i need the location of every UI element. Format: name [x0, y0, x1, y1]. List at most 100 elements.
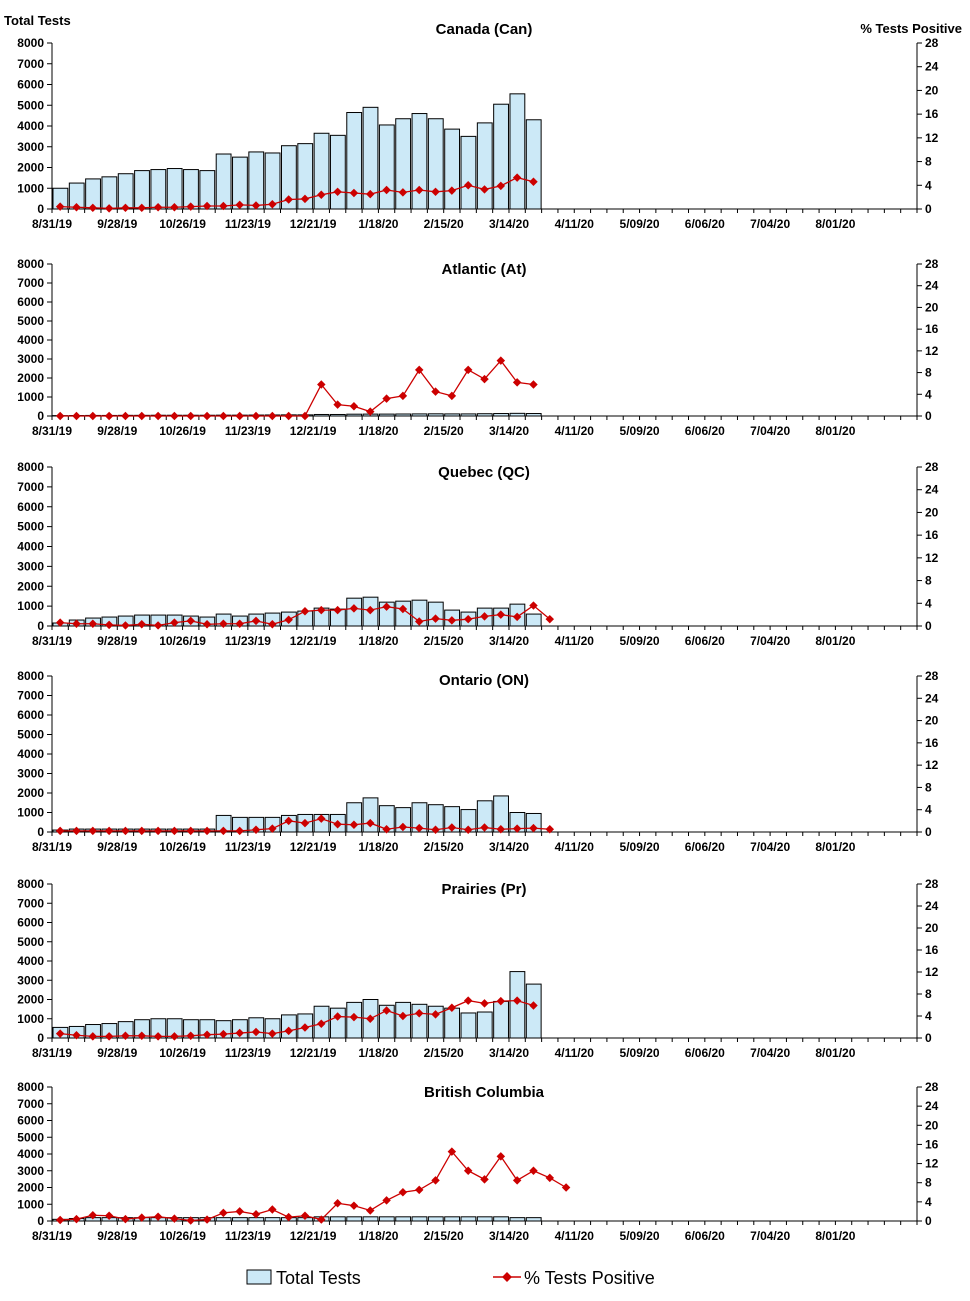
left-tick-label: 0 — [37, 202, 44, 216]
line-pct-positive — [60, 359, 534, 417]
point-pct-positive — [512, 996, 522, 1005]
point-pct-positive — [300, 411, 310, 421]
point-pct-positive — [104, 826, 114, 836]
bar-total-tests — [525, 613, 542, 627]
bar-total-tests — [346, 413, 363, 417]
left-tick-label: 1000 — [17, 181, 44, 195]
bar-total-tests — [444, 413, 461, 417]
point-pct-positive — [317, 380, 326, 389]
x-tick-label: 6/06/20 — [685, 634, 725, 648]
panel-5: Prairies (Pr) 0 1000 2000 3000 4000 5000 6000 70… — [17, 877, 938, 1060]
x-tick-label: 8/01/20 — [815, 1046, 855, 1060]
left-tick-label: 4000 — [17, 1147, 44, 1161]
right-tick-label: 8 — [925, 987, 932, 1001]
point-pct-positive — [414, 617, 424, 626]
point-pct-positive — [268, 1205, 277, 1214]
x-tick-label: 8/01/20 — [815, 1229, 855, 1243]
x-tick-label: 8/31/19 — [32, 840, 72, 854]
x-tick-label: 6/06/20 — [685, 217, 725, 231]
x-tick-label: 4/11/20 — [555, 840, 595, 854]
point-pct-positive — [382, 394, 391, 403]
point-pct-positive — [88, 411, 98, 421]
left-tick-label: 1000 — [17, 1197, 44, 1211]
bar-total-tests — [411, 1216, 428, 1222]
bar-total-tests — [117, 173, 134, 210]
x-tick-label: 2/15/20 — [424, 840, 464, 854]
legend-line-label: % Tests Positive — [524, 1268, 655, 1288]
point-pct-positive — [366, 189, 375, 199]
point-pct-positive — [447, 616, 457, 625]
x-tick-label: 9/28/19 — [97, 217, 137, 231]
right-tick-label: 12 — [925, 131, 939, 145]
point-pct-positive — [480, 374, 489, 384]
point-pct-positive — [349, 401, 359, 411]
bar-total-tests — [493, 413, 509, 417]
point-pct-positive — [317, 1215, 326, 1224]
right-tick-label: 4 — [925, 1195, 932, 1209]
point-pct-positive — [529, 1166, 538, 1175]
point-pct-positive — [268, 620, 277, 629]
left-tick-label: 8000 — [17, 669, 44, 683]
right-tick-label: 8 — [925, 155, 932, 169]
right-tick-label: 20 — [925, 83, 939, 97]
bar-total-tests — [444, 1216, 461, 1222]
x-tick-label: 7/04/20 — [750, 1229, 790, 1243]
x-tick-label: 12/21/19 — [290, 1229, 337, 1243]
x-tick-label: 7/04/20 — [750, 217, 790, 231]
x-tick-label: 9/28/19 — [97, 634, 137, 648]
point-pct-positive — [55, 411, 65, 421]
x-tick-label: 10/26/19 — [159, 840, 206, 854]
left-tick-label: 6000 — [17, 500, 44, 514]
point-pct-positive — [480, 185, 489, 194]
bar-total-tests — [493, 1000, 509, 1039]
x-tick-label: 10/26/19 — [159, 424, 206, 438]
point-pct-positive — [300, 194, 310, 204]
bar-total-tests — [329, 134, 346, 210]
right-tick-label: 12 — [925, 1157, 939, 1171]
bar-total-tests — [215, 153, 232, 210]
left-tick-label: 4000 — [17, 747, 44, 761]
point-pct-positive — [137, 411, 147, 421]
point-pct-positive — [251, 201, 261, 210]
point-pct-positive — [202, 201, 212, 211]
x-tick-label: 2/15/20 — [424, 424, 464, 438]
right-tick-label: 0 — [925, 825, 932, 839]
point-pct-positive — [300, 606, 310, 616]
point-pct-positive — [202, 826, 212, 836]
x-tick-label: 12/21/19 — [290, 634, 337, 648]
right-tick-label: 12 — [925, 344, 939, 358]
point-pct-positive — [463, 181, 473, 190]
left-tick-label: 0 — [37, 1214, 44, 1228]
x-tick-label: 8/01/20 — [815, 217, 855, 231]
bar-total-tests — [232, 156, 248, 210]
point-pct-positive — [104, 411, 114, 421]
left-tick-label: 8000 — [17, 36, 44, 50]
right-tick-label: 24 — [925, 60, 939, 74]
bar-total-tests — [444, 806, 461, 833]
left-tick-label: 7000 — [17, 896, 44, 910]
x-tick-label: 4/11/20 — [555, 217, 595, 231]
bar-total-tests — [460, 413, 477, 417]
x-tick-label: 1/18/20 — [358, 424, 398, 438]
bar-total-tests — [264, 1217, 281, 1222]
point-pct-positive — [545, 824, 555, 834]
point-pct-positive — [463, 365, 473, 375]
bar-total-tests — [427, 118, 444, 210]
x-tick-label: 10/26/19 — [159, 1229, 206, 1243]
bar-total-tests — [313, 413, 330, 417]
point-pct-positive — [431, 825, 440, 835]
left-tick-label: 4000 — [17, 119, 44, 133]
right-tick-label: 16 — [925, 107, 939, 121]
left-axis-title: Total Tests — [4, 13, 71, 28]
point-pct-positive — [463, 996, 473, 1005]
x-tick-label: 6/06/20 — [685, 424, 725, 438]
bar-total-tests — [215, 1217, 232, 1222]
left-tick-label: 8000 — [17, 460, 44, 474]
point-pct-positive — [496, 1152, 506, 1161]
bar-total-tests — [444, 1007, 461, 1039]
bar-total-tests — [444, 128, 461, 210]
point-pct-positive — [72, 411, 81, 421]
point-pct-positive — [202, 1215, 212, 1224]
x-tick-label: 6/06/20 — [685, 840, 725, 854]
